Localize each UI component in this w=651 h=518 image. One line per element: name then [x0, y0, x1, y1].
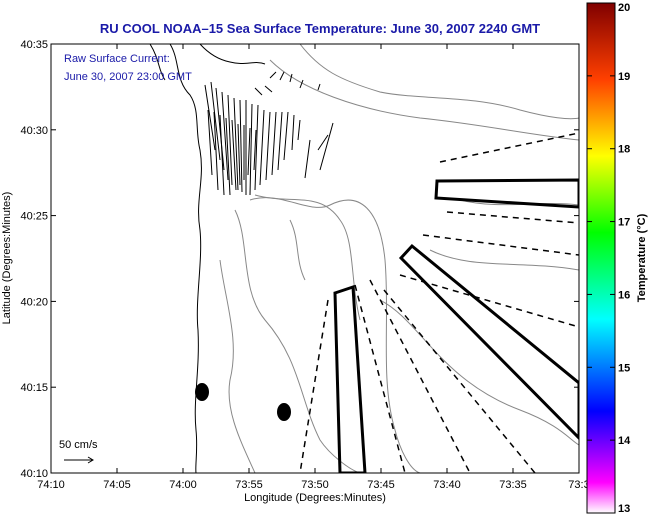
- map-area: [51, 44, 579, 473]
- colorbar-tick-label: 14: [618, 435, 631, 447]
- current-vectors: [204, 71, 334, 196]
- map-title: RU COOL NOAA–15 Sea Surface Temperature:…: [100, 21, 540, 36]
- y-tick-label: 40:25: [20, 211, 48, 223]
- temperature-colorbar: [586, 2, 616, 514]
- annotation-line-1: Raw Surface Current:: [64, 53, 170, 65]
- hf-radar-coverage: [299, 132, 579, 473]
- colorbar-tick-label: 18: [618, 144, 630, 156]
- y-axis-label: Latitude (Degrees:Minutes): [1, 192, 13, 325]
- y-tick-label: 40:10: [20, 468, 48, 480]
- colorbar-ticks: 20 19 18 17 16 15 14 13: [587, 2, 631, 515]
- x-tick-label: 73:55: [235, 479, 263, 491]
- x-tick-label: 73:50: [301, 479, 329, 491]
- scale-label: 50 cm/s: [59, 439, 98, 451]
- x-tick-label: 73:45: [367, 479, 395, 491]
- colorbar-tick-label: 13: [618, 503, 630, 515]
- colorbar-tick-label: 17: [618, 217, 630, 229]
- x-tick-label: 73:35: [499, 479, 527, 491]
- colorbar-tick-label: 20: [618, 2, 630, 14]
- y-axis-ticks: 40:35 40:30 40:25 40:20 40:15 40:10: [20, 39, 579, 480]
- radar-site-marker-1: [195, 383, 209, 401]
- x-axis-label: Longitude (Degrees:Minutes): [244, 492, 386, 504]
- scale-arrow-icon: [64, 456, 94, 464]
- shoreline: [149, 44, 266, 473]
- colorbar-label: Temperature (°C): [636, 213, 648, 302]
- radar-site-marker-2: [277, 403, 291, 421]
- colorbar-tick-label: 15: [618, 362, 630, 374]
- bathymetry-contours: [219, 44, 579, 473]
- colorbar-tick-label: 16: [618, 289, 630, 301]
- colorbar-tick-label: 19: [618, 71, 630, 83]
- y-tick-label: 40:15: [20, 382, 48, 394]
- x-tick-label: 74:05: [103, 479, 131, 491]
- x-tick-label: 73:3: [568, 479, 589, 491]
- y-tick-label: 40:35: [20, 39, 48, 51]
- y-tick-label: 40:30: [20, 125, 48, 137]
- x-tick-label: 74:00: [169, 479, 197, 491]
- y-tick-label: 40:20: [20, 296, 48, 308]
- x-tick-label: 73:40: [433, 479, 461, 491]
- x-axis-ticks: 74:10 74:05 74:00 73:55 73:50 73:45 73:40 73:35…: [37, 44, 590, 491]
- x-tick-label: 74:10: [37, 479, 65, 491]
- annotation-line-2: June 30, 2007 23:00 GMT: [64, 71, 192, 83]
